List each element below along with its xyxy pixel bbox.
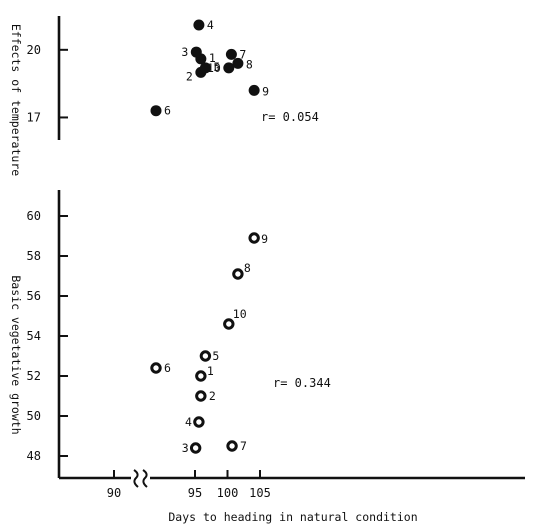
- point-label: 7: [240, 439, 247, 453]
- data-point: [150, 362, 162, 374]
- x-tick-label: 95: [188, 486, 202, 500]
- top-correlation-label: r= 0.054: [261, 110, 319, 124]
- data-point: [232, 57, 244, 69]
- x-axis-title: Days to heading in natural condition: [168, 510, 417, 524]
- point-label: 2: [186, 69, 193, 83]
- point-label: 10: [233, 307, 247, 321]
- x-tick-label: 90: [107, 486, 121, 500]
- x-tick-label: 100: [217, 486, 239, 500]
- y-tick-label: 58: [27, 249, 41, 263]
- data-point: [223, 318, 235, 330]
- point-label: 5: [213, 60, 220, 74]
- x-axis-break-symbol: [133, 469, 148, 488]
- point-label: 6: [164, 361, 171, 375]
- point-label: 4: [185, 415, 192, 429]
- data-point: [195, 390, 207, 402]
- top-y-axis-title: Effects of temperature: [9, 24, 23, 176]
- data-point: [190, 46, 202, 58]
- point-label: 9: [261, 232, 268, 246]
- point-label: 6: [164, 104, 171, 118]
- data-point: [248, 232, 260, 244]
- y-tick-label: 17: [27, 110, 41, 124]
- data-point: [193, 19, 205, 31]
- data-point: [193, 416, 205, 428]
- y-tick-label: 52: [27, 369, 41, 383]
- data-point: [232, 268, 244, 280]
- x-tick-label: 105: [249, 486, 271, 500]
- data-point: [248, 84, 260, 96]
- data-point: [199, 62, 211, 74]
- point-label: 2: [209, 389, 216, 403]
- point-label: 1: [209, 51, 216, 65]
- y-tick-label: 48: [27, 449, 41, 463]
- point-label: 4: [207, 18, 214, 32]
- point-label: 5: [212, 349, 219, 363]
- point-label: 8: [246, 57, 253, 71]
- point-label: 9: [262, 84, 269, 98]
- point-label: 7: [239, 47, 246, 61]
- point-label: 10: [207, 61, 221, 75]
- bottom-y-axis-title: Basic vegetative growth: [9, 275, 23, 434]
- data-point: [189, 442, 202, 454]
- y-tick-label: 56: [27, 289, 41, 303]
- data-point: [195, 370, 207, 382]
- data-point: [199, 350, 212, 362]
- point-label: 1: [207, 364, 214, 378]
- point-label: 8: [244, 261, 251, 275]
- y-tick-label: 54: [27, 329, 41, 343]
- data-point: [150, 105, 162, 117]
- y-tick-label: 50: [27, 409, 41, 423]
- point-label: 3: [181, 45, 188, 59]
- bottom-correlation-label: r= 0.344: [273, 376, 331, 390]
- data-point: [223, 62, 235, 74]
- point-label: 3: [182, 441, 189, 455]
- data-point: [226, 440, 238, 452]
- data-point: [225, 48, 237, 60]
- y-tick-label: 20: [27, 43, 41, 57]
- y-tick-label: 60: [27, 209, 41, 223]
